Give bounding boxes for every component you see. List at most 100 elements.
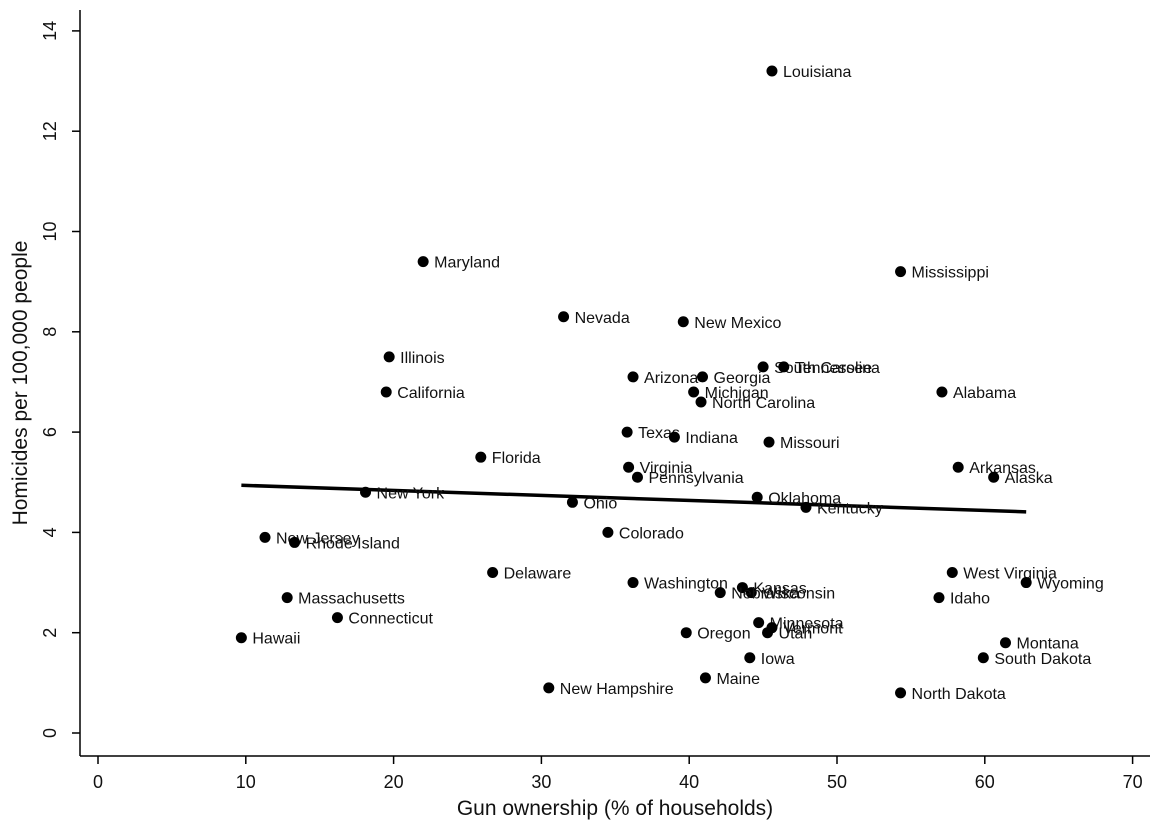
data-label: Minnesota bbox=[770, 616, 844, 633]
data-point bbox=[736, 582, 748, 594]
data-label: Michigan bbox=[705, 385, 769, 402]
data-label: South Dakota bbox=[994, 651, 1091, 668]
data-point bbox=[289, 536, 301, 548]
data-point bbox=[714, 587, 726, 599]
data-label: Idaho bbox=[950, 591, 990, 608]
data-point bbox=[757, 361, 769, 373]
data-point bbox=[751, 491, 763, 503]
data-label: Georgia bbox=[714, 370, 771, 387]
data-label: New York bbox=[377, 485, 446, 502]
data-label: New Mexico bbox=[694, 315, 781, 332]
data-label: Oregon bbox=[697, 626, 750, 643]
data-point bbox=[699, 672, 711, 684]
data-point bbox=[753, 617, 765, 629]
data-point bbox=[895, 687, 907, 699]
data-label: California bbox=[397, 385, 465, 402]
data-point bbox=[235, 632, 247, 644]
data-label: Washington bbox=[644, 576, 728, 593]
x-tick-label: 40 bbox=[679, 772, 699, 792]
x-tick-label: 60 bbox=[975, 772, 995, 792]
data-label: Louisiana bbox=[783, 64, 852, 81]
x-tick-label: 20 bbox=[384, 772, 404, 792]
data-point bbox=[623, 461, 635, 473]
data-label: Ohio bbox=[583, 495, 617, 512]
data-point bbox=[895, 266, 907, 278]
data-point bbox=[331, 612, 343, 624]
data-point bbox=[487, 567, 499, 579]
data-point bbox=[800, 501, 812, 513]
data-point bbox=[627, 371, 639, 383]
y-axis-title: Homicides per 100,000 people bbox=[9, 241, 32, 526]
plot-area bbox=[79, 10, 1150, 757]
data-point bbox=[281, 592, 293, 604]
data-point bbox=[621, 426, 633, 438]
x-tick-label: 30 bbox=[531, 772, 551, 792]
y-tick-label: 6 bbox=[40, 427, 60, 437]
data-point bbox=[745, 587, 757, 599]
data-point bbox=[259, 531, 271, 543]
data-point bbox=[602, 526, 614, 538]
data-point bbox=[668, 431, 680, 443]
data-label: New Hampshire bbox=[560, 681, 674, 698]
y-tick-label: 10 bbox=[40, 221, 60, 241]
x-axis-ticks: 0 10 20 30 40 50 60 70 bbox=[93, 756, 1143, 792]
data-point bbox=[631, 471, 643, 483]
data-point bbox=[360, 486, 372, 498]
data-label: Wyoming bbox=[1037, 576, 1104, 593]
data-label: Arizona bbox=[644, 370, 698, 387]
data-point bbox=[946, 567, 958, 579]
data-point bbox=[417, 256, 429, 268]
data-label: Utah bbox=[779, 626, 813, 643]
data-label: Nevada bbox=[575, 310, 630, 327]
data-label: Nebraska bbox=[731, 586, 800, 603]
x-tick-label: 70 bbox=[1123, 772, 1143, 792]
data-label: Virginia bbox=[640, 460, 693, 477]
data-label: Kansas bbox=[753, 581, 806, 598]
data-label: North Dakota bbox=[912, 686, 1006, 703]
data-label: Tennessee bbox=[795, 360, 872, 377]
data-label: Kentucky bbox=[817, 500, 883, 517]
data-point bbox=[999, 637, 1011, 649]
data-label: West Virginia bbox=[963, 566, 1057, 583]
data-point bbox=[380, 386, 392, 398]
data-label: Arkansas bbox=[969, 460, 1036, 477]
data-label: Illinois bbox=[400, 350, 444, 367]
data-point bbox=[677, 316, 689, 328]
x-axis-title: Gun ownership (% of households) bbox=[457, 797, 773, 820]
x-tick-label: 50 bbox=[827, 772, 847, 792]
data-label: Mississippi bbox=[912, 265, 989, 282]
data-point bbox=[763, 436, 775, 448]
x-tick-label: 0 bbox=[93, 772, 103, 792]
data-label: Alaska bbox=[1005, 470, 1053, 487]
y-axis-ticks: 0 2 4 6 8 10 12 14 bbox=[40, 21, 80, 738]
y-tick-label: 14 bbox=[40, 21, 60, 41]
data-label: Rhode Island bbox=[306, 535, 400, 552]
data-point bbox=[936, 386, 948, 398]
data-point bbox=[688, 386, 700, 398]
data-label: Maine bbox=[716, 671, 760, 688]
data-point bbox=[695, 396, 707, 408]
data-label: Wisconsin bbox=[762, 586, 835, 603]
data-label: Montana bbox=[1016, 636, 1078, 653]
data-label: Indiana bbox=[685, 430, 738, 447]
data-point bbox=[680, 627, 692, 639]
data-point bbox=[697, 371, 709, 383]
data-label: South Carolina bbox=[774, 360, 880, 377]
data-label: Florida bbox=[492, 450, 541, 467]
data-label: Iowa bbox=[761, 651, 795, 668]
data-point bbox=[977, 652, 989, 664]
data-label: Hawaii bbox=[252, 631, 300, 648]
data-point bbox=[988, 471, 1000, 483]
y-tick-label: 0 bbox=[40, 728, 60, 738]
data-label: Oklahoma bbox=[768, 490, 841, 507]
data-points: Louisiana Maryland Mississippi Nevada New Me… bbox=[235, 64, 1104, 703]
x-tick-label: 10 bbox=[236, 772, 256, 792]
y-tick-label: 2 bbox=[40, 628, 60, 638]
data-label: North Carolina bbox=[712, 395, 815, 412]
data-point bbox=[558, 311, 570, 323]
data-label: Connecticut bbox=[348, 611, 433, 628]
data-point bbox=[566, 496, 578, 508]
data-point bbox=[762, 627, 774, 639]
data-point bbox=[933, 592, 945, 604]
